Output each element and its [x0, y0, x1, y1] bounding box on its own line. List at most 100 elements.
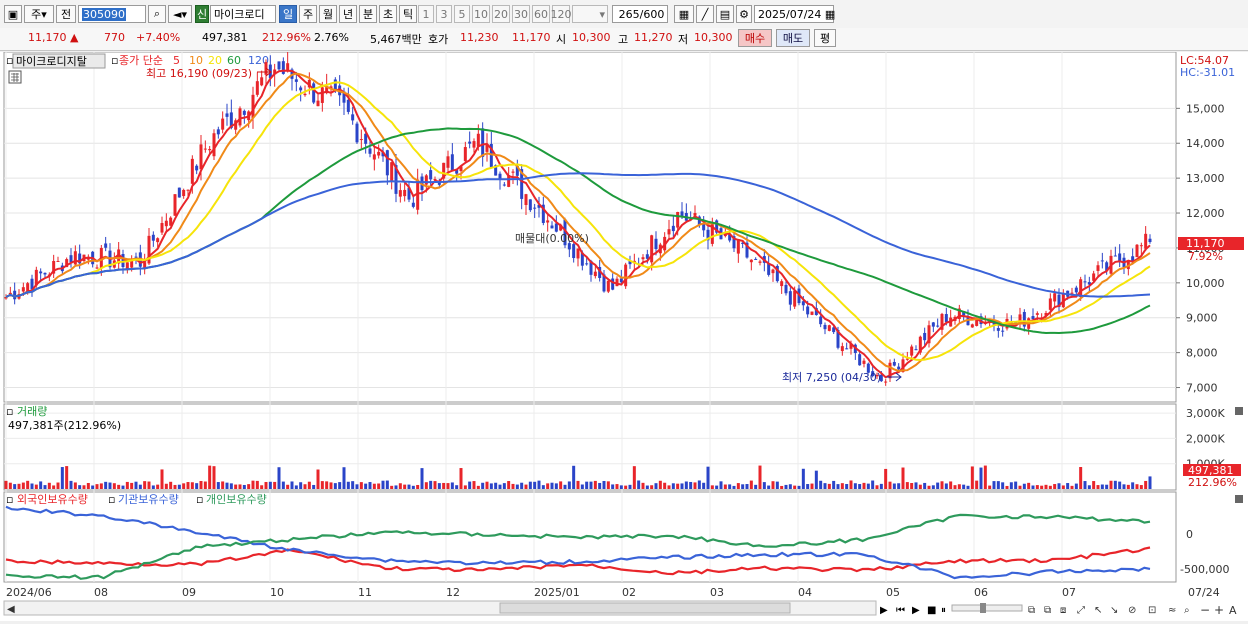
tab-month[interactable]: 월 [319, 5, 337, 23]
search-icon[interactable]: ⌕ [148, 5, 166, 23]
candle-body [229, 112, 233, 128]
tool-icon-5[interactable]: ↖ [1094, 605, 1102, 616]
volume-bar [1135, 484, 1139, 489]
x-axis-label: 10 [270, 586, 284, 599]
interval-5[interactable]: 5 [454, 5, 470, 23]
buy-button[interactable]: 매수 [738, 29, 772, 47]
scroll-left-icon[interactable]: ◀ [7, 604, 15, 615]
volume-bar [1087, 485, 1091, 489]
holder-panel-close-icon[interactable] [1235, 495, 1243, 503]
interval-3[interactable]: 3 [436, 5, 452, 23]
volume-bar [281, 481, 285, 489]
x-axis-label: 2024/06 [6, 586, 52, 599]
volume-bar [1005, 485, 1009, 489]
candle-body [849, 343, 853, 349]
interval-60[interactable]: 60 [532, 5, 550, 23]
tool-icon-7[interactable]: ⊘ [1128, 605, 1136, 616]
interval-20[interactable]: 20 [492, 5, 510, 23]
search-tool-icon[interactable]: ⌕ [1184, 605, 1190, 616]
font-size-icon[interactable]: A [1229, 604, 1237, 617]
volume-bar [203, 481, 207, 489]
candle-body [580, 252, 584, 266]
tool-icon-2[interactable]: ⧉ [1044, 605, 1051, 616]
gear-icon[interactable]: ⚙ [736, 5, 752, 23]
scroll-thumb[interactable] [499, 602, 791, 614]
volume-bar [69, 480, 73, 489]
tool-icon-6[interactable]: ↘ [1110, 605, 1118, 616]
interval-30[interactable]: 30 [512, 5, 530, 23]
sell-button[interactable]: 매도 [776, 29, 810, 47]
zoom-in-icon[interactable]: + [1214, 603, 1224, 617]
period-type-select[interactable]: 주 ▾ [24, 5, 54, 23]
save-icon[interactable]: ▤ [716, 5, 734, 23]
tool-icon-9[interactable]: ≈ [1168, 605, 1176, 616]
candle-body [455, 168, 459, 174]
volume-bar [1031, 485, 1035, 489]
tool-icon-8[interactable]: ⊡ [1148, 605, 1156, 616]
volume-plot-frame [3, 403, 1177, 491]
count-input[interactable]: 265/600 [612, 5, 668, 23]
tool-icon-1[interactable]: ⧉ [1028, 605, 1035, 616]
volume-bar [537, 480, 541, 489]
rewind-icon[interactable]: ⏮ [896, 605, 905, 616]
candle-body [117, 249, 121, 264]
candle-body [221, 118, 225, 130]
ask-price: 11,230 [460, 31, 499, 44]
volume-bar [749, 480, 753, 489]
pause-icon[interactable]: ⏸ [941, 605, 946, 616]
sound-icon[interactable]: ◄▾ [168, 5, 192, 23]
stop-icon[interactable]: ■ [927, 605, 936, 616]
tool-icon-3[interactable]: ⧈ [1060, 605, 1066, 616]
price-tick-label: 9,000 [1186, 312, 1218, 325]
volume-bar [520, 482, 524, 489]
candle-body [1092, 273, 1096, 281]
tab-week[interactable]: 주 [299, 5, 317, 23]
volume-panel-close-icon[interactable] [1235, 407, 1243, 415]
volume-last-tag [1183, 464, 1241, 476]
volume-bar [953, 485, 957, 489]
chart-tools-icon[interactable]: ▦ [674, 5, 694, 23]
candle-body [255, 81, 259, 95]
candle-body [1001, 330, 1005, 332]
stock-chart[interactable]: ▫ 마이크로디지탈 ▫ 종가 단순 5 10 20 60 120 LC:54.0… [0, 50, 1248, 621]
drawing-icon[interactable]: ╱ [696, 5, 714, 23]
candle-body [147, 235, 151, 264]
scroll-right-icon[interactable]: ▶ [880, 605, 888, 616]
ma-5-line [5, 69, 1151, 379]
candle-body [680, 211, 684, 217]
volume-bar [1131, 482, 1135, 489]
volume-bar [559, 481, 563, 489]
candle-body [1074, 287, 1078, 293]
date-input[interactable]: 2025/07/24 ▦ [754, 5, 835, 23]
zoom-slider[interactable] [951, 604, 1023, 612]
volume-bar [502, 483, 506, 489]
stock-code-input[interactable]: 305090 [78, 5, 146, 23]
candle-body [498, 173, 502, 179]
tab-minute[interactable]: 분 [359, 5, 377, 23]
volume-bar [424, 482, 428, 489]
volume-bar [398, 483, 402, 489]
volume-bar [286, 484, 290, 489]
zoom-slider-thumb[interactable] [980, 603, 986, 613]
interval-1[interactable]: 1 [418, 5, 434, 23]
period-prev-button[interactable]: 전 [56, 5, 76, 23]
zoom-out-icon[interactable]: − [1200, 603, 1210, 617]
layout-icon[interactable]: ▣ [4, 5, 22, 23]
interval-120[interactable]: 120 [551, 5, 572, 23]
eval-button[interactable]: 평 [814, 29, 836, 47]
interval-dropdown[interactable]: ▾ [572, 5, 608, 23]
tab-tick[interactable]: 틱 [399, 5, 417, 23]
volume-bar [1083, 481, 1087, 489]
price-legend-bullet: ▫ [6, 54, 13, 67]
tab-second[interactable]: 초 [379, 5, 397, 23]
volume-bar [138, 484, 142, 489]
tab-day[interactable]: 일 [279, 5, 297, 23]
tool-icon-4[interactable]: ⤢ [1077, 605, 1085, 616]
candle-body [433, 178, 437, 180]
interval-10[interactable]: 10 [472, 5, 490, 23]
stock-name-field[interactable]: 마이크로디 [210, 5, 276, 23]
play-icon[interactable]: ▶ [912, 605, 920, 616]
volume-bar [645, 485, 649, 489]
tab-year[interactable]: 년 [339, 5, 357, 23]
volume-bar [468, 481, 472, 489]
